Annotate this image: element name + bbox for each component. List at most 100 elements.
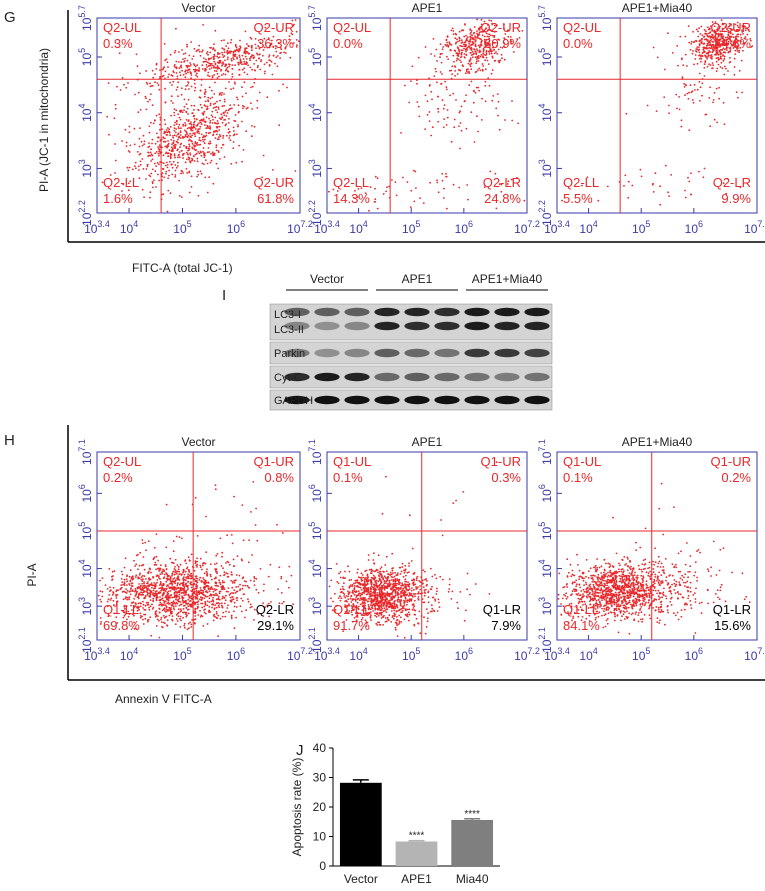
event-dot <box>227 56 229 59</box>
event-dot <box>239 605 242 608</box>
event-dot <box>494 59 497 62</box>
event-dot <box>413 200 416 203</box>
event-dot <box>124 557 127 560</box>
event-dot <box>123 611 126 614</box>
event-dot <box>236 49 239 52</box>
event-dot <box>458 30 461 33</box>
event-dot <box>730 36 733 38</box>
event-dot <box>462 65 464 68</box>
event-dot <box>186 43 188 46</box>
event-dot <box>171 604 173 607</box>
quadrant-name: Q2-UR <box>481 20 521 35</box>
event-dot <box>145 81 148 84</box>
event-dot <box>454 32 457 35</box>
event-dot <box>182 569 185 571</box>
event-dot <box>169 160 171 163</box>
event-dot <box>414 599 416 602</box>
event-dot <box>137 593 140 596</box>
event-dot <box>205 58 207 61</box>
event-dot <box>706 51 709 54</box>
event-dot <box>465 94 467 96</box>
event-dot <box>175 595 178 598</box>
event-dot <box>175 618 178 620</box>
event-dot <box>207 74 209 77</box>
event-dot <box>251 85 254 88</box>
event-dot <box>211 110 214 113</box>
event-dot <box>196 175 199 178</box>
event-dot <box>400 584 402 587</box>
event-dot <box>154 170 157 173</box>
event-dot <box>151 608 154 610</box>
event-dot <box>344 606 347 608</box>
event-dot <box>355 615 358 618</box>
event-dot <box>211 599 214 601</box>
event-dot <box>173 568 176 570</box>
event-dot <box>713 38 716 41</box>
event-dot <box>475 52 477 55</box>
event-dot <box>417 105 420 108</box>
event-dot <box>219 117 221 120</box>
event-dot <box>402 575 405 578</box>
event-dot <box>469 57 472 59</box>
event-dot <box>168 149 171 152</box>
event-dot <box>701 34 704 37</box>
event-dot <box>497 114 499 117</box>
event-dot <box>371 577 374 579</box>
event-dot <box>140 602 142 605</box>
event-dot <box>104 584 107 586</box>
event-dot <box>366 573 369 576</box>
event-dot <box>208 176 211 179</box>
event-dot <box>497 60 500 62</box>
event-dot <box>708 50 710 52</box>
event-dot <box>437 120 440 123</box>
event-dot <box>352 603 355 606</box>
event-dot <box>209 573 212 576</box>
event-dot <box>178 536 181 538</box>
event-dot <box>245 130 248 133</box>
event-dot <box>167 140 169 142</box>
event-dot <box>174 164 177 166</box>
event-dot <box>214 137 217 139</box>
event-dot <box>185 579 187 582</box>
event-dot <box>185 72 188 75</box>
event-dot <box>208 127 210 129</box>
event-dot <box>692 30 694 33</box>
event-dot <box>197 170 199 173</box>
tick-exponent: 7.2 <box>300 219 313 229</box>
dot-cloud <box>101 19 300 213</box>
event-dot <box>472 42 475 44</box>
event-dot <box>223 48 226 51</box>
event-dot <box>189 575 192 577</box>
event-dot <box>191 604 193 607</box>
event-dot <box>232 126 235 129</box>
event-dot <box>203 581 206 584</box>
event-dot <box>375 589 377 591</box>
event-dot <box>194 607 197 610</box>
event-dot <box>169 576 172 578</box>
event-dot <box>696 88 699 91</box>
event-dot <box>186 628 189 631</box>
event-dot <box>354 582 357 584</box>
event-dot <box>706 56 709 58</box>
event-dot <box>139 163 142 166</box>
event-dot <box>487 44 489 47</box>
event-dot <box>383 571 385 573</box>
event-dot <box>198 67 201 69</box>
event-dot <box>219 617 222 620</box>
event-dot <box>113 117 116 120</box>
panel-letter: G <box>4 9 16 26</box>
event-dot <box>363 581 366 584</box>
event-dot <box>477 69 479 71</box>
tick-exponent: 3.4 <box>557 219 570 229</box>
tick-base: 10 <box>80 108 94 122</box>
event-dot <box>207 71 210 74</box>
dot-cloud <box>328 461 498 639</box>
event-dot <box>209 125 211 127</box>
event-dot <box>213 49 216 52</box>
event-dot <box>495 51 497 53</box>
event-dot <box>378 605 381 608</box>
event-dot <box>145 70 148 72</box>
event-dot <box>126 166 129 169</box>
event-dot <box>716 51 719 53</box>
event-dot <box>457 40 459 43</box>
